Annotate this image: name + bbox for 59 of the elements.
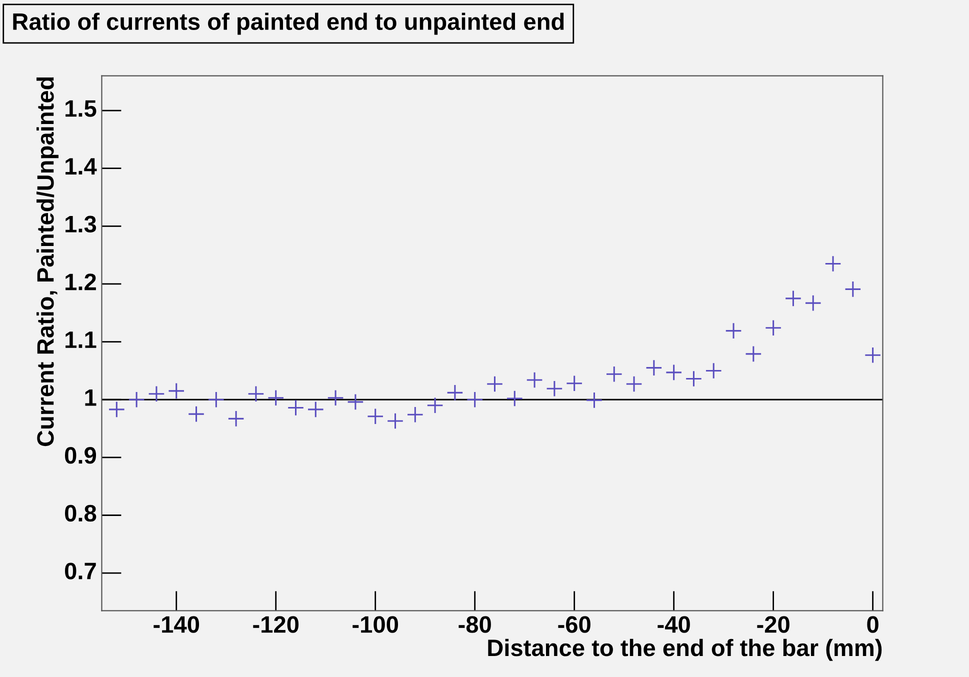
point <box>864 346 882 364</box>
y-axis-title: Current Ratio, Painted/Unpainted <box>36 77 59 446</box>
point <box>366 408 384 425</box>
point <box>406 406 424 424</box>
x-tick-label: -60 <box>558 616 590 633</box>
point <box>685 370 702 388</box>
point <box>725 322 742 340</box>
point <box>705 362 722 380</box>
point <box>665 364 682 381</box>
y-tick-label: 0.8 <box>65 504 96 522</box>
point <box>426 396 444 414</box>
point <box>566 375 583 392</box>
y-tick-label: 1.1 <box>66 332 96 348</box>
point <box>228 410 244 428</box>
point <box>386 412 404 430</box>
point <box>208 391 225 408</box>
point <box>586 392 603 409</box>
point <box>526 372 543 388</box>
chart-title: Ratio of currents of painted end to unpainted end <box>13 12 564 35</box>
point <box>466 391 484 408</box>
point <box>168 382 185 400</box>
point <box>188 406 205 422</box>
point <box>506 390 524 407</box>
point <box>626 376 642 392</box>
point <box>745 346 762 362</box>
point <box>784 290 802 307</box>
point <box>108 401 126 418</box>
y-tick-label: 1 <box>85 389 96 406</box>
point <box>267 389 284 406</box>
point <box>446 384 464 402</box>
x-tick-label: -80 <box>458 616 491 633</box>
point <box>606 366 623 383</box>
x-tick-label: 0 <box>867 616 878 633</box>
point <box>327 389 344 406</box>
y-tick-label: 1.3 <box>66 216 96 233</box>
point <box>804 294 822 312</box>
point <box>347 394 364 410</box>
point <box>486 376 504 392</box>
x-tick-label: -140 <box>154 616 200 633</box>
point <box>307 401 324 418</box>
point <box>248 385 264 402</box>
point <box>546 380 563 398</box>
y-tick-label: 1.5 <box>66 100 96 117</box>
point <box>764 320 782 336</box>
y-tick-label: 1.4 <box>66 158 97 174</box>
x-tick-label: -100 <box>352 616 398 633</box>
point <box>824 255 842 272</box>
point <box>128 391 145 408</box>
y-tick-label: 0.9 <box>65 447 96 464</box>
x-tick-label: -120 <box>253 616 299 633</box>
point <box>287 399 304 416</box>
point <box>844 280 862 298</box>
point <box>148 385 165 402</box>
x-tick-label: -20 <box>757 616 790 633</box>
y-tick-label: 1.2 <box>66 274 96 290</box>
point <box>646 359 662 376</box>
x-tick-label: -40 <box>658 616 690 633</box>
y-tick-label: 0.7 <box>65 562 96 580</box>
x-axis-title: Distance to the end of the bar (mm) <box>488 638 882 661</box>
